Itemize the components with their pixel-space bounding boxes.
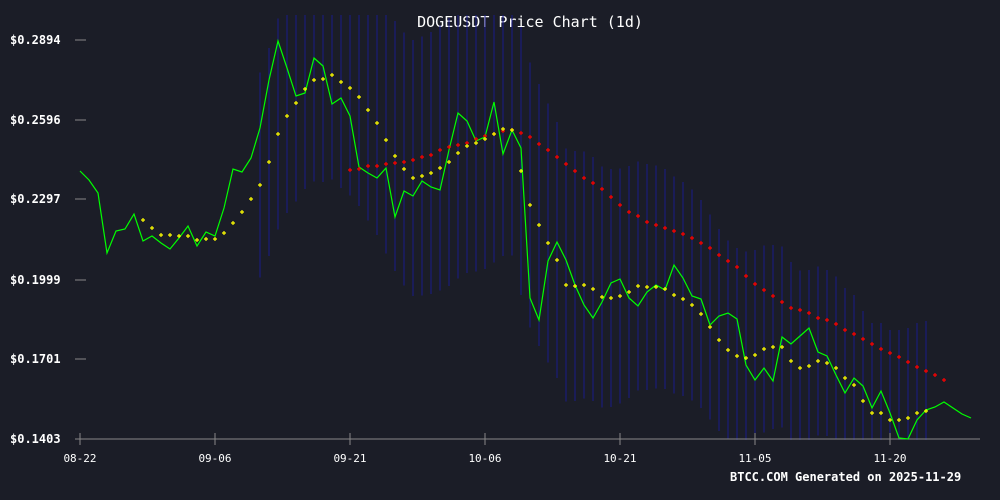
- chart-title: DOGEUSDT Price Chart (1d): [417, 13, 643, 31]
- short-ma-markers: [141, 73, 928, 422]
- y-tick-label: $0.2297: [10, 192, 61, 206]
- x-tick-label: 08-22: [63, 452, 97, 465]
- y-tick-label: $0.2596: [10, 113, 61, 127]
- y-tick-label: $0.1403: [10, 432, 61, 446]
- x-tick-label: 11-05: [738, 452, 772, 465]
- x-tick-label: 11-20: [873, 452, 907, 465]
- price-line: [79, 38, 972, 440]
- y-tick-label: $0.1701: [10, 352, 61, 366]
- x-tick-label: 09-21: [333, 452, 367, 465]
- footer-credit: BTCC.COM Generated on 2025-11-29: [730, 470, 962, 484]
- x-tick-label: 09-06: [198, 452, 232, 465]
- bollinger-band: [259, 15, 927, 440]
- x-tick-label: 10-06: [468, 452, 502, 465]
- y-tick-label: $0.2894: [10, 33, 61, 47]
- axes: [75, 39, 980, 445]
- x-tick-label: 10-21: [603, 452, 637, 465]
- y-tick-label: $0.1999: [10, 273, 61, 287]
